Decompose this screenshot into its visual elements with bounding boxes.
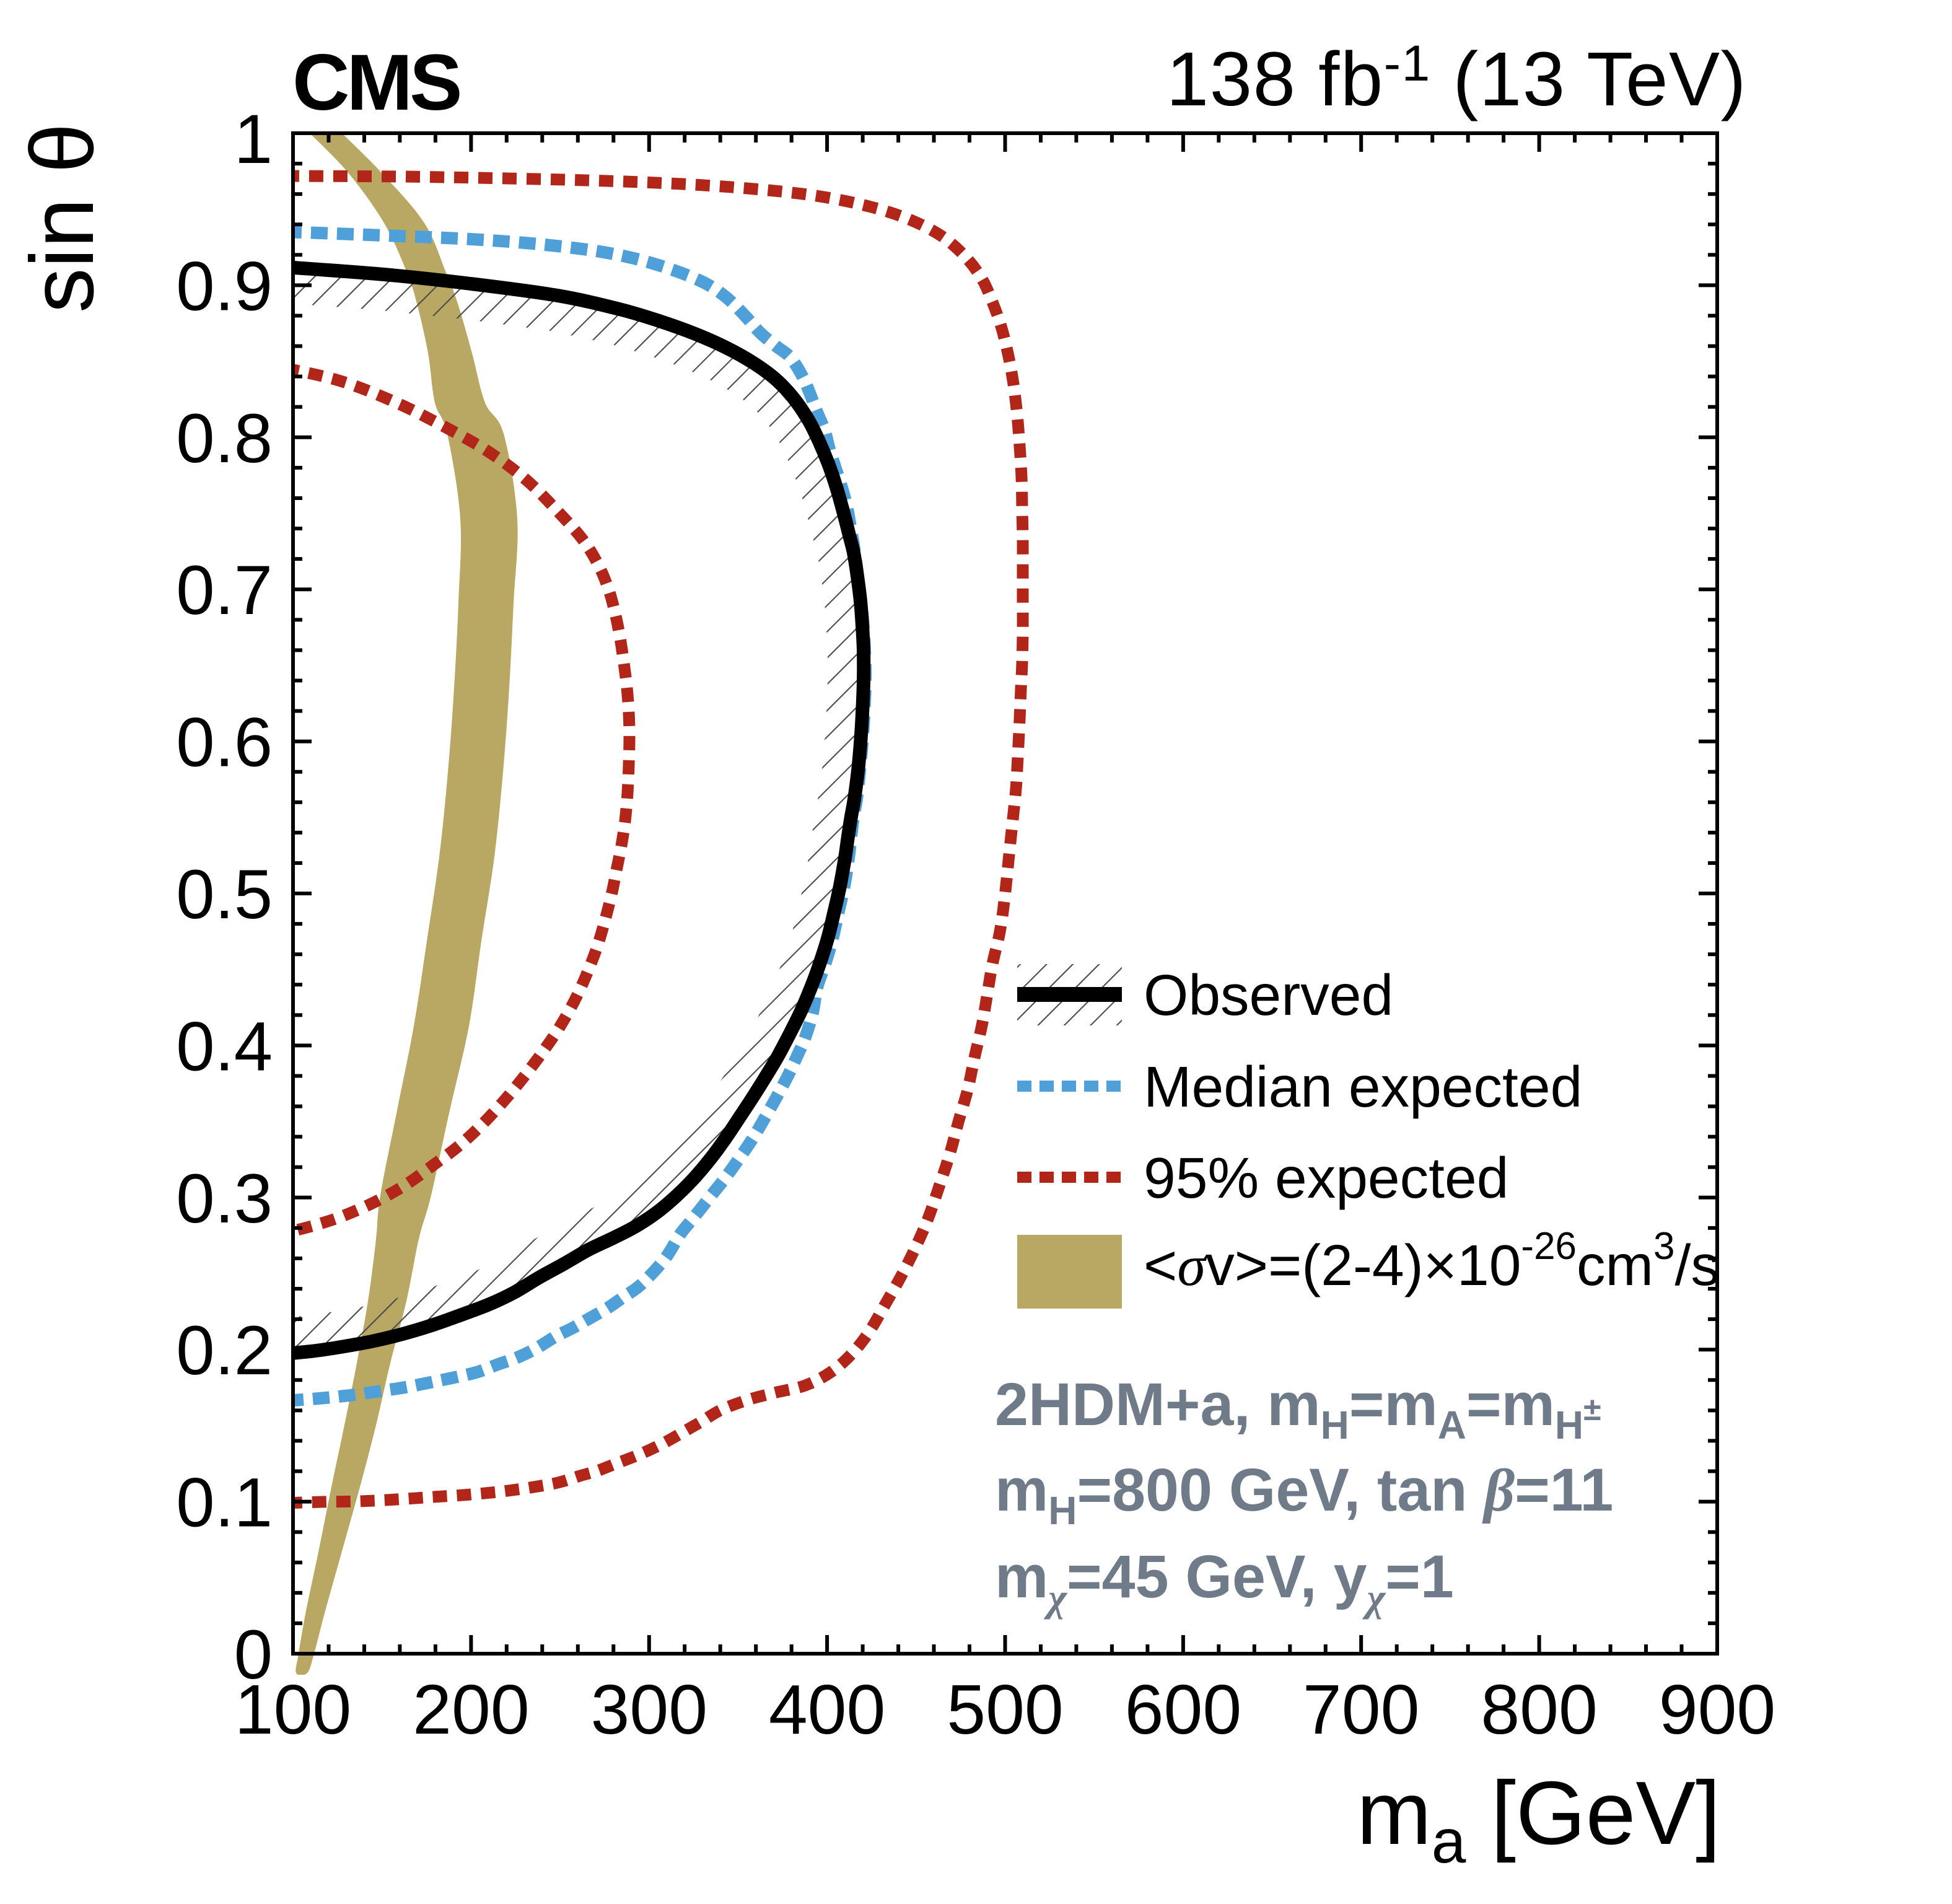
svg-text:0.6: 0.6	[176, 704, 273, 781]
svg-text:mH=800 GeV, tan β=11: mH=800 GeV, tan β=11	[995, 1456, 1613, 1533]
svg-text:400: 400	[769, 1670, 886, 1748]
svg-text:0.5: 0.5	[176, 856, 273, 933]
svg-text:1: 1	[234, 100, 273, 178]
svg-text:300: 300	[591, 1670, 708, 1748]
svg-text:2HDM+a, mH=mA=mH±: 2HDM+a, mH=mA=mH±	[995, 1371, 1601, 1447]
svg-text:Median expected: Median expected	[1144, 1055, 1582, 1119]
svg-text:0.3: 0.3	[176, 1160, 273, 1237]
svg-text:0.7: 0.7	[176, 551, 273, 629]
svg-text:Observed: Observed	[1144, 963, 1393, 1027]
svg-text:900: 900	[1659, 1670, 1776, 1748]
svg-text:95% expected: 95% expected	[1144, 1146, 1508, 1210]
svg-text:0.2: 0.2	[176, 1312, 273, 1389]
svg-text:<σv>=(2-4)×10-26cm3/s: <σv>=(2-4)×10-26cm3/s	[1144, 1225, 1720, 1298]
svg-text:0.8: 0.8	[176, 400, 273, 477]
svg-text:0.1: 0.1	[176, 1464, 273, 1542]
svg-text:0.9: 0.9	[176, 247, 273, 325]
svg-text:138 fb-1 (13 TeV): 138 fb-1 (13 TeV)	[1166, 35, 1747, 122]
svg-text:100: 100	[235, 1670, 352, 1748]
svg-text:0.4: 0.4	[176, 1007, 273, 1085]
svg-text:500: 500	[947, 1670, 1064, 1748]
svg-text:700: 700	[1303, 1670, 1420, 1748]
svg-text:ma [GeV]: ma [GeV]	[1357, 1763, 1720, 1876]
svg-text:CMS: CMS	[292, 38, 460, 127]
svg-text:600: 600	[1125, 1670, 1242, 1748]
svg-text:sin θ: sin θ	[12, 123, 112, 313]
svg-text:0: 0	[234, 1616, 273, 1693]
svg-text:800: 800	[1481, 1670, 1598, 1748]
svg-text:200: 200	[413, 1670, 530, 1748]
